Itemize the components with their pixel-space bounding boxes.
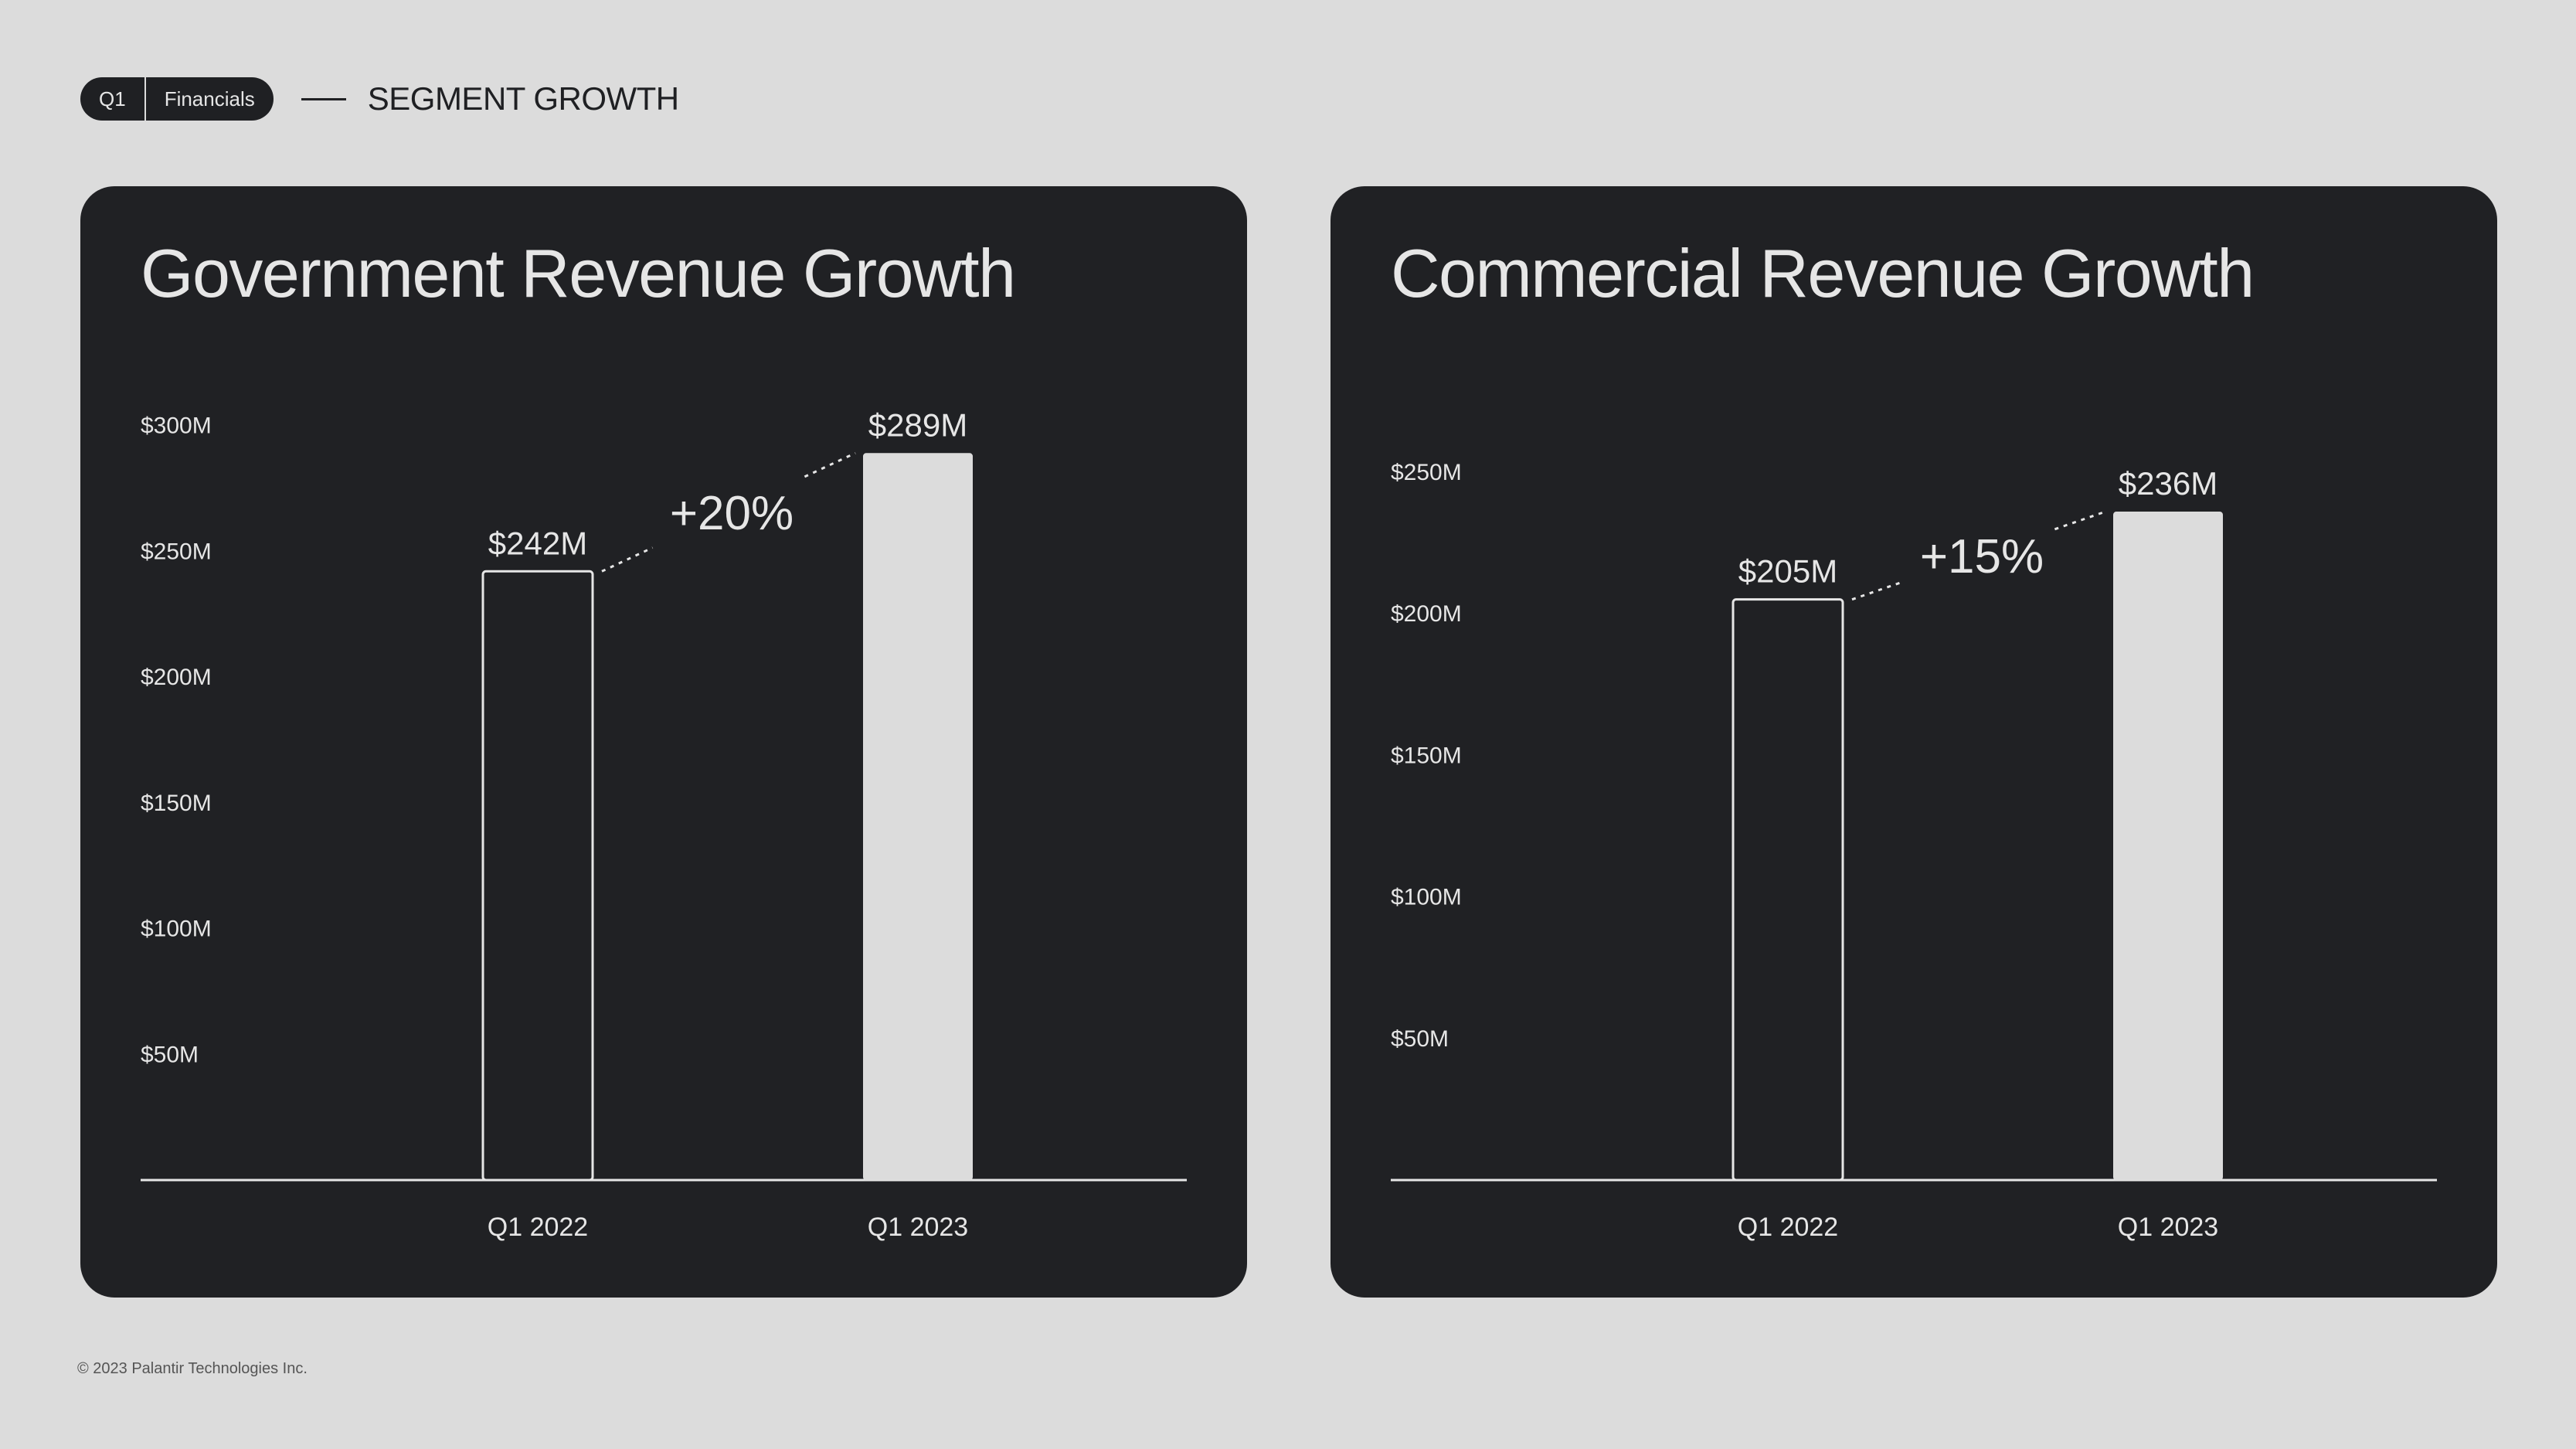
growth-connector bbox=[1851, 580, 1904, 601]
bar-value-label: $236M bbox=[2119, 465, 2217, 502]
badge-divider bbox=[144, 77, 146, 121]
y-tick-label: $250M bbox=[141, 539, 212, 564]
slide-header: Q1 Financials SEGMENT GROWTH bbox=[80, 77, 679, 121]
x-tick-label: Q1 2023 bbox=[2118, 1213, 2218, 1242]
badge-quarter: Q1 bbox=[99, 87, 126, 111]
y-tick-label: $200M bbox=[1391, 601, 1462, 627]
y-tick-label: $300M bbox=[141, 413, 212, 439]
commercial-chart-card: Commercial Revenue Growth $50M $100M $150M… bbox=[1330, 186, 2497, 1298]
section-title: SEGMENT GROWTH bbox=[367, 80, 679, 117]
government-chart-card: Government Revenue Growth $50M $100M $150M… bbox=[80, 186, 1247, 1298]
bar-q1-2023 bbox=[863, 453, 973, 1180]
y-tick-label: $150M bbox=[1391, 743, 1462, 768]
badge-category: Financials bbox=[164, 87, 255, 111]
section-badge: Q1 Financials bbox=[80, 77, 274, 121]
growth-percentage-label: +20% bbox=[670, 487, 794, 540]
bar-value-label: $205M bbox=[1738, 553, 1837, 590]
growth-percentage-label: +15% bbox=[1920, 530, 2044, 583]
commercial-revenue-chart: $50M $100M $150M $200M $250M $205M Q1 2022 $236… bbox=[1391, 460, 2437, 1242]
chart-title: Commercial Revenue Growth bbox=[1391, 235, 2255, 311]
growth-connector bbox=[804, 451, 856, 478]
copyright-notice: © 2023 Palantir Technologies Inc. bbox=[77, 1360, 308, 1377]
y-tick-label: $50M bbox=[1391, 1026, 1449, 1052]
y-tick-label: $50M bbox=[141, 1042, 199, 1067]
bar-value-label: $242M bbox=[488, 525, 587, 561]
bar-q1-2022 bbox=[1731, 598, 1844, 1182]
x-tick-label: Q1 2022 bbox=[488, 1213, 588, 1242]
y-tick-label: $150M bbox=[141, 791, 212, 816]
x-tick-label: Q1 2023 bbox=[868, 1213, 968, 1242]
growth-connector bbox=[2054, 510, 2106, 531]
bar-q1-2022 bbox=[481, 570, 594, 1182]
y-tick-label: $250M bbox=[1391, 460, 1462, 485]
x-tick-label: Q1 2022 bbox=[1738, 1213, 1838, 1242]
bar-value-label: $289M bbox=[868, 406, 967, 443]
chart-title: Government Revenue Growth bbox=[141, 235, 1016, 311]
header-rule bbox=[301, 97, 346, 100]
bar-q1-2023 bbox=[2113, 512, 2223, 1180]
y-tick-label: $100M bbox=[141, 917, 212, 942]
y-tick-label: $100M bbox=[1391, 885, 1462, 910]
y-tick-label: $200M bbox=[141, 665, 212, 690]
growth-connector bbox=[601, 546, 654, 573]
government-revenue-chart: $50M $100M $150M $200M $250M $300M $242M Q1 202… bbox=[141, 406, 1187, 1242]
